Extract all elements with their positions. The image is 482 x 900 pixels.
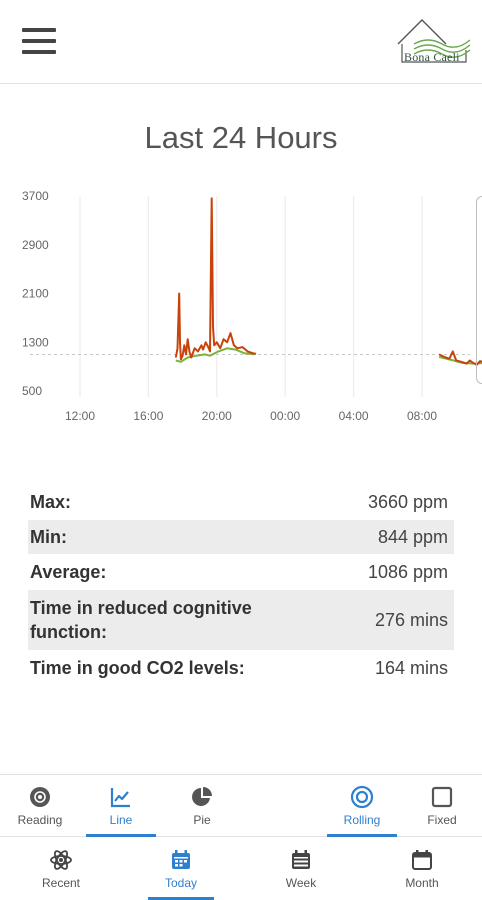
tab-month[interactable]: Month [388, 838, 456, 900]
x-tick-label: 20:00 [202, 409, 232, 423]
y-tick-label: 500 [22, 384, 42, 398]
stat-value: 1086 ppm [367, 561, 448, 582]
x-tick-label: 04:00 [339, 409, 369, 423]
tab-label: Line [109, 813, 133, 827]
logo-text: Bona Caeli [404, 50, 460, 64]
stat-row-max: Max: 3660 ppm [28, 484, 454, 520]
target-icon [350, 785, 374, 809]
stat-label: Average: [30, 562, 107, 582]
calendar-week-icon [292, 850, 310, 869]
tab-rolling[interactable]: Rolling [327, 775, 397, 837]
stat-value: 844 ppm [377, 526, 448, 547]
calendar-month-icon [412, 850, 432, 870]
tab-label: Today [164, 876, 198, 890]
active-tab-indicator [148, 897, 214, 900]
bottom-navigation: Reading Line Pie Rolling [0, 774, 482, 900]
tab-label: Recent [41, 876, 81, 890]
stat-label: Min: [30, 527, 67, 547]
stat-row-good-co2: Time in good CO2 levels: 164 mins [28, 650, 454, 686]
stat-value: 3660 ppm [367, 491, 448, 512]
menu-icon[interactable] [22, 28, 56, 58]
chart-x-ticks: 12:00 16:00 20:00 00:00 04:00 08:00 [65, 409, 437, 423]
tab-line[interactable]: Line [86, 775, 156, 837]
tab-pie[interactable]: Pie [168, 775, 236, 837]
view-mode-tabs: Reading Line Pie Rolling [0, 775, 482, 837]
co2-line-chart: 3700 2900 2100 1300 500 12:00 16:00 20:00 00:00… [22, 189, 482, 423]
stat-value: 164 mins [374, 657, 448, 678]
y-tick-label: 3700 [22, 189, 49, 203]
tab-recent[interactable]: Recent [26, 838, 96, 900]
series-line [438, 350, 482, 366]
line-chart-icon [110, 788, 130, 808]
stat-label: Max: [30, 492, 72, 512]
tab-label: Fixed [427, 813, 457, 827]
pie-chart-icon [192, 787, 212, 806]
stats-table: Max: 3660 ppm Min: 844 ppm Average: 1086… [28, 484, 454, 686]
active-tab-indicator [86, 834, 156, 837]
tab-week[interactable]: Week [268, 838, 334, 900]
tab-label: Month [405, 876, 439, 890]
chart-gridlines [79, 196, 423, 397]
house-logo-icon [397, 19, 471, 63]
x-tick-label: 00:00 [270, 409, 300, 423]
series-line [174, 197, 257, 361]
tab-label: Pie [193, 813, 211, 827]
series-line [175, 347, 255, 363]
atom-icon [50, 850, 72, 870]
y-tick-label: 1300 [22, 335, 49, 349]
y-tick-label: 2100 [22, 287, 49, 301]
chart-y-ticks: 3700 2900 2100 1300 500 [22, 189, 49, 398]
x-tick-label: 08:00 [407, 409, 437, 423]
square-icon [431, 786, 453, 808]
x-tick-label: 12:00 [65, 409, 95, 423]
active-tab-indicator [327, 834, 397, 837]
tab-label: Week [285, 876, 317, 890]
tab-today[interactable]: Today [148, 838, 214, 900]
top-bar: Bona Caeli [0, 0, 482, 84]
stat-row-average: Average: 1086 ppm [28, 554, 454, 590]
stat-value: 276 mins [374, 609, 448, 630]
stat-row-reduced-cognitive: Time in reduced cognitive function: 276 … [28, 590, 454, 650]
stat-label: Time in reduced cognitive function: [30, 598, 252, 642]
tab-label: Reading [17, 813, 63, 827]
chart-series [174, 197, 482, 366]
chart-scroll-handle[interactable] [476, 196, 482, 384]
period-tabs: Recent Today [0, 838, 482, 900]
stat-label: Time in good CO2 levels: [30, 658, 245, 678]
tab-label: Rolling [343, 813, 381, 827]
tab-reading[interactable]: Reading [6, 775, 74, 837]
calendar-today-icon [172, 850, 190, 869]
stat-row-min: Min: 844 ppm [28, 520, 454, 554]
tab-fixed[interactable]: Fixed [408, 775, 476, 837]
x-tick-label: 16:00 [133, 409, 163, 423]
page-title: Last 24 Hours [144, 120, 338, 155]
y-tick-label: 2900 [22, 238, 49, 252]
disc-icon [30, 787, 50, 807]
